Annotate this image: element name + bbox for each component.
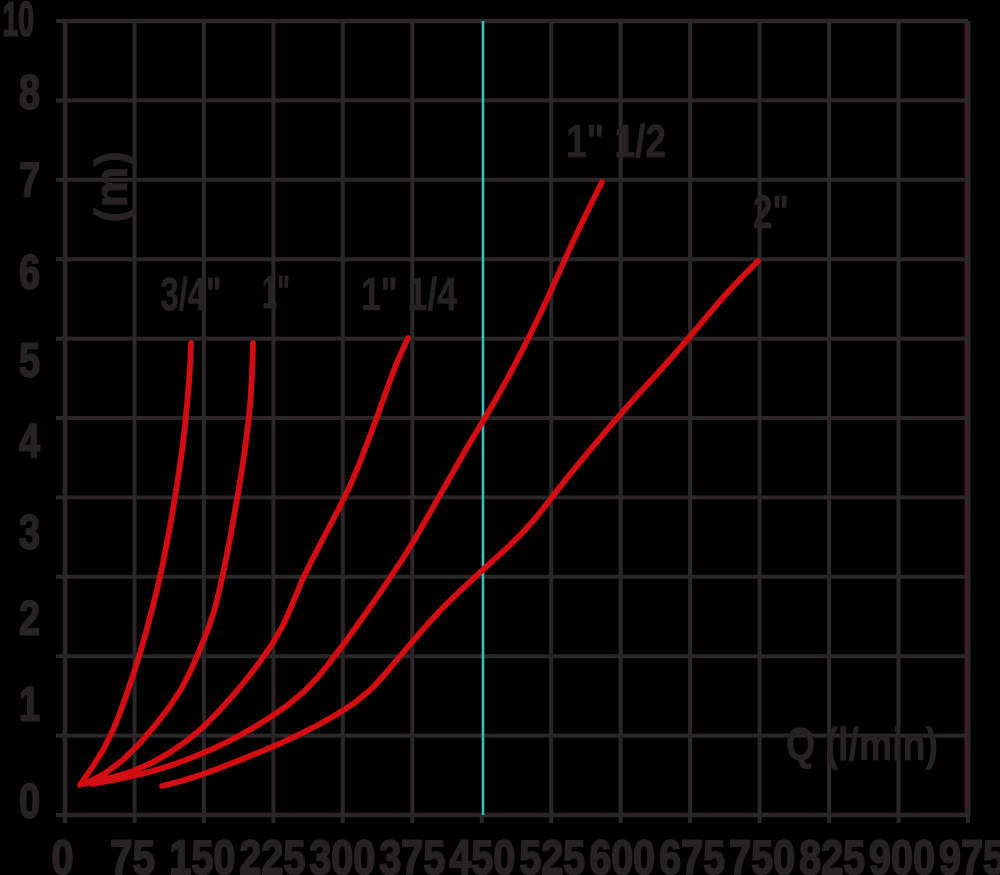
svg-text:975: 975 xyxy=(939,832,1000,875)
svg-text:(m): (m) xyxy=(85,151,137,223)
svg-text:600: 600 xyxy=(589,832,655,875)
svg-text:3/4": 3/4" xyxy=(161,268,222,320)
svg-text:4: 4 xyxy=(19,416,40,469)
svg-text:5: 5 xyxy=(19,335,40,388)
svg-text:150: 150 xyxy=(169,832,235,875)
svg-text:750: 750 xyxy=(729,832,795,875)
svg-text:3: 3 xyxy=(19,507,40,560)
svg-text:225: 225 xyxy=(239,832,305,875)
svg-text:1" 1/4: 1" 1/4 xyxy=(361,268,457,320)
svg-text:525: 525 xyxy=(519,832,585,875)
svg-text:300: 300 xyxy=(309,832,375,875)
svg-text:75: 75 xyxy=(110,832,155,875)
svg-text:2": 2" xyxy=(753,186,789,238)
svg-text:825: 825 xyxy=(799,832,865,875)
svg-text:900: 900 xyxy=(869,832,935,875)
svg-text:0: 0 xyxy=(52,832,74,875)
svg-text:1" 1/2: 1" 1/2 xyxy=(566,115,666,167)
svg-text:8: 8 xyxy=(19,67,40,120)
svg-text:1": 1" xyxy=(262,266,290,318)
svg-text:7: 7 xyxy=(19,155,40,208)
svg-text:675: 675 xyxy=(659,832,725,875)
svg-text:375: 375 xyxy=(379,832,445,875)
svg-text:1: 1 xyxy=(19,679,40,732)
svg-text:6: 6 xyxy=(19,247,40,300)
svg-text:0: 0 xyxy=(19,776,40,829)
svg-text:450: 450 xyxy=(449,832,515,875)
svg-text:Q (l/min): Q (l/min) xyxy=(786,718,938,770)
svg-text:10: 10 xyxy=(3,0,35,47)
svg-text:2: 2 xyxy=(19,593,40,646)
